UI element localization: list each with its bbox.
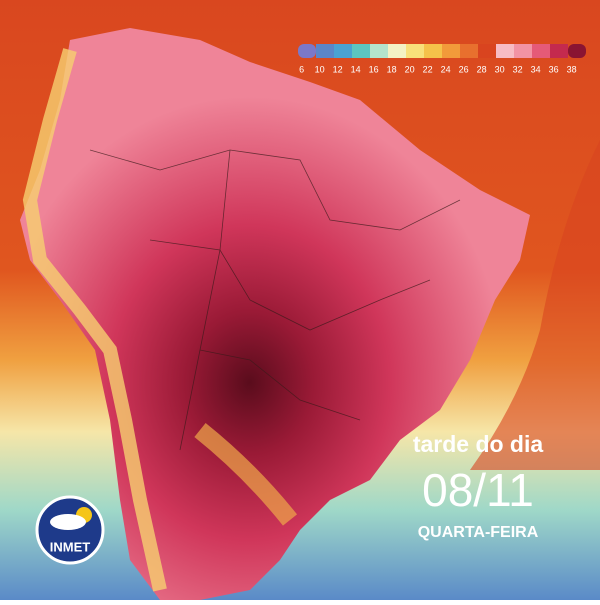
legend-label: 22 [423,64,433,74]
color-swatch [316,44,334,58]
color-swatch [478,44,496,58]
color-swatch [334,44,352,58]
color-swatch [532,44,550,58]
legend-label: 28 [477,64,487,74]
color-swatch [514,44,532,58]
caption-line: tarde do dia [413,431,544,457]
caption-date: 08/11 [422,464,534,516]
legend-label: 34 [531,64,541,74]
color-swatch [568,44,586,58]
legend-label: 26 [459,64,469,74]
color-swatch [550,44,568,58]
color-swatch [424,44,442,58]
continent [20,28,530,600]
color-swatch [406,44,424,58]
legend-label: 20 [405,64,415,74]
legend-label: 10 [315,64,325,74]
legend-label: 16 [369,64,379,74]
legend-label: 14 [351,64,361,74]
color-swatch [388,44,406,58]
legend-label: 38 [567,64,577,74]
legend-label: 30 [495,64,505,74]
logo-text: INMET [50,539,91,554]
color-swatch [442,44,460,58]
ocean-warm [0,0,600,470]
legend-label: 32 [513,64,523,74]
legend-label: 6 [299,64,304,74]
color-swatch [298,44,316,58]
color-swatch [352,44,370,58]
color-swatch [370,44,388,58]
legend-label: 24 [441,64,451,74]
logo-cloud [50,514,86,530]
color-legend: 6 10 12 14 16 18 20 22 24 26 28 30 32 34 36 38 [298,44,586,74]
borders [89,149,461,451]
legend-label: 18 [387,64,397,74]
logo: INMET [35,495,105,565]
color-swatch [460,44,478,58]
legend-label: 12 [333,64,343,74]
andes [22,48,167,592]
warm-band [194,422,298,526]
color-swatch [496,44,514,58]
caption-weekday: QUARTA-FEIRA [418,524,539,541]
legend-label: 36 [549,64,559,74]
